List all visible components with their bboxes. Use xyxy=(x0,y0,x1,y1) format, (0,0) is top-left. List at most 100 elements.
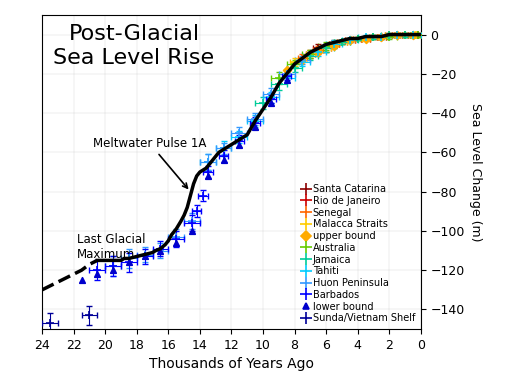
Point xyxy=(188,220,196,226)
Point xyxy=(204,173,212,179)
Point xyxy=(251,124,259,130)
Point xyxy=(330,42,338,47)
Point xyxy=(338,40,346,46)
Point xyxy=(306,51,315,57)
Point xyxy=(412,32,420,38)
Point xyxy=(259,100,267,106)
Point xyxy=(377,34,386,40)
Point xyxy=(306,53,315,59)
Point xyxy=(361,36,370,42)
Point xyxy=(385,32,393,38)
Point xyxy=(409,32,417,38)
Point xyxy=(251,120,259,126)
Point xyxy=(172,236,180,242)
Point xyxy=(314,49,322,55)
Point xyxy=(377,34,386,40)
Point xyxy=(109,267,117,273)
Y-axis label: Sea Level Change (m): Sea Level Change (m) xyxy=(469,103,482,241)
Point xyxy=(282,75,291,81)
Point xyxy=(330,43,338,49)
Point xyxy=(172,240,180,246)
Point xyxy=(204,159,212,165)
Point xyxy=(282,71,291,77)
Point xyxy=(290,59,299,65)
Point xyxy=(275,81,283,87)
Legend: Santa Catarina, Rio de Janeiro, Senegal, Malacca Straits, upper bound, Australia: Santa Catarina, Rio de Janeiro, Senegal,… xyxy=(301,183,416,324)
Point xyxy=(330,42,338,47)
Point xyxy=(338,40,346,46)
Point xyxy=(219,153,228,159)
Point xyxy=(219,157,228,163)
Point xyxy=(140,254,149,260)
Point xyxy=(219,145,228,151)
Point xyxy=(125,260,133,266)
Point xyxy=(77,277,86,283)
Point xyxy=(369,34,378,40)
Point xyxy=(109,263,117,269)
Point xyxy=(322,45,330,51)
Point xyxy=(290,65,299,71)
Point xyxy=(306,51,315,57)
Point xyxy=(401,32,409,38)
Point xyxy=(393,32,401,38)
Point xyxy=(322,45,330,51)
Point xyxy=(46,320,54,326)
Point xyxy=(393,32,401,38)
Point xyxy=(140,254,149,260)
Point xyxy=(385,32,393,38)
Point xyxy=(346,37,354,43)
Point xyxy=(282,67,291,73)
Point xyxy=(282,77,291,83)
Point xyxy=(298,57,307,63)
Point xyxy=(409,32,417,38)
Point xyxy=(109,263,117,269)
Point xyxy=(267,100,275,106)
Point xyxy=(338,40,346,46)
Point xyxy=(156,248,165,254)
Point xyxy=(401,32,409,38)
Point xyxy=(172,234,180,240)
Point xyxy=(290,61,299,67)
Point xyxy=(251,116,259,122)
Point xyxy=(267,95,275,101)
Point xyxy=(330,42,338,47)
Point xyxy=(298,59,307,65)
Point xyxy=(267,96,275,102)
Point xyxy=(85,312,94,318)
Point xyxy=(93,267,102,273)
Point xyxy=(393,32,401,38)
X-axis label: Thousands of Years Ago: Thousands of Years Ago xyxy=(149,358,314,371)
Point xyxy=(204,169,212,175)
Point xyxy=(361,36,370,42)
Point xyxy=(369,34,378,40)
Point xyxy=(401,32,409,38)
Point xyxy=(156,248,165,254)
Text: Post-Glacial
Sea Level Rise: Post-Glacial Sea Level Rise xyxy=(54,24,215,68)
Point xyxy=(314,49,322,55)
Point xyxy=(188,228,196,234)
Point xyxy=(385,32,393,38)
Point xyxy=(385,34,393,40)
Point xyxy=(346,37,354,43)
Point xyxy=(369,34,378,40)
Point xyxy=(298,57,307,63)
Point xyxy=(346,37,354,43)
Point xyxy=(199,193,207,199)
Point xyxy=(353,36,362,42)
Point xyxy=(413,32,422,38)
Point xyxy=(156,246,165,252)
Point xyxy=(377,34,386,40)
Point xyxy=(353,36,362,42)
Point xyxy=(275,75,283,81)
Point xyxy=(314,45,322,51)
Point xyxy=(298,55,307,61)
Point xyxy=(353,36,362,42)
Point xyxy=(322,45,330,51)
Point xyxy=(377,34,386,40)
Point xyxy=(361,36,370,42)
Point xyxy=(353,36,362,42)
Point xyxy=(409,32,417,38)
Point xyxy=(413,32,422,38)
Point xyxy=(282,73,291,79)
Point xyxy=(235,134,244,140)
